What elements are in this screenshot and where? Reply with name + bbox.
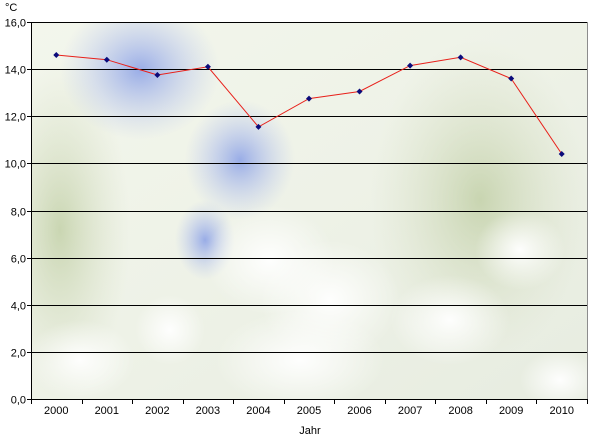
data-point-marker <box>407 62 414 69</box>
x-tick-label: 2002 <box>145 405 169 417</box>
y-tick-label: 0,0 <box>11 395 26 407</box>
y-tick-label: 6,0 <box>11 254 26 266</box>
y-tick-label: 4,0 <box>11 301 26 313</box>
x-axis-label: Jahr <box>299 425 321 437</box>
x-tick-label: 2006 <box>347 405 371 417</box>
y-tick-label: 10,0 <box>5 159 26 171</box>
x-tick-label: 2003 <box>196 405 220 417</box>
x-tick-label: 2010 <box>549 405 573 417</box>
x-tick-label: 2008 <box>448 405 472 417</box>
y-tick-label: 14,0 <box>5 65 26 77</box>
y-tick-label: 16,0 <box>5 18 26 30</box>
data-point-marker <box>356 88 363 95</box>
x-tick-label: 2001 <box>95 405 119 417</box>
y-tick-label: 8,0 <box>11 207 26 219</box>
flower-background-image <box>31 22 587 399</box>
x-tick-label: 2005 <box>297 405 321 417</box>
data-point-marker <box>306 95 312 102</box>
data-point-marker <box>457 54 464 61</box>
x-tick-label: 2009 <box>499 405 523 417</box>
data-point-marker <box>53 51 60 58</box>
y-tick-label: 2,0 <box>11 348 26 360</box>
data-point-marker <box>558 150 565 157</box>
data-point-marker <box>204 63 211 70</box>
x-tick-label: 2000 <box>44 405 68 417</box>
x-tick-label: 2007 <box>398 405 422 417</box>
y-tick-label: 12,0 <box>5 112 26 124</box>
data-point-marker <box>103 56 110 63</box>
x-tick-label: 2004 <box>246 405 270 417</box>
data-point-marker <box>154 72 161 79</box>
y-axis-label: °C <box>5 2 17 14</box>
data-point-marker <box>508 75 515 82</box>
data-point-marker <box>255 123 262 130</box>
